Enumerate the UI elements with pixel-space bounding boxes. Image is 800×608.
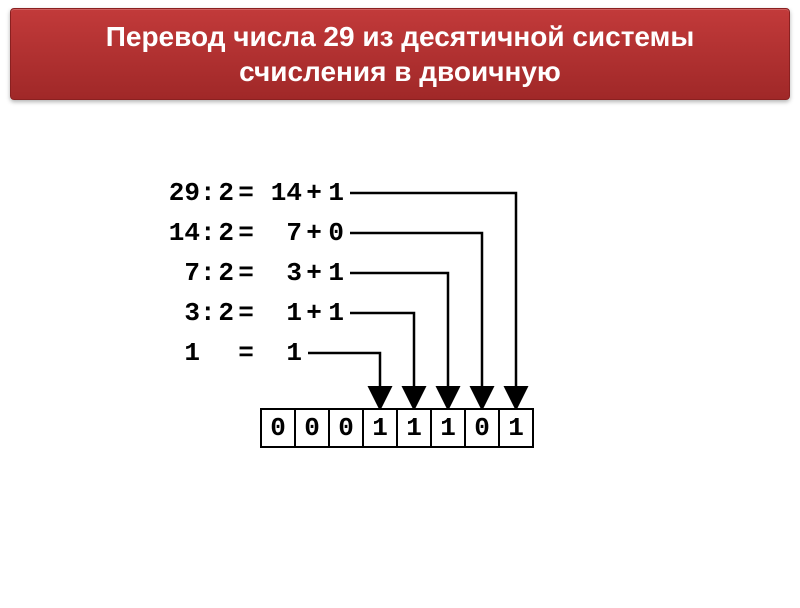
plus: + xyxy=(302,218,326,248)
colon: : xyxy=(200,218,214,248)
result-bit: 1 xyxy=(396,408,432,448)
remainder-arrow xyxy=(350,233,482,406)
equals: = xyxy=(234,258,258,288)
title-line-1: Перевод числа 29 из десятичной системы xyxy=(31,19,769,54)
dividend: 3 xyxy=(140,298,200,328)
plus: + xyxy=(302,178,326,208)
division-row: 14:2=7+0 xyxy=(140,218,344,248)
equals: = xyxy=(234,298,258,328)
remainder: 0 xyxy=(326,218,344,248)
equals: = xyxy=(234,338,258,368)
remainder: 1 xyxy=(326,258,344,288)
title-line-2: счисления в двоичную xyxy=(31,54,769,89)
colon: : xyxy=(200,258,214,288)
colon: : xyxy=(200,178,214,208)
remainder-arrow xyxy=(350,273,448,406)
remainder-arrow xyxy=(350,193,516,406)
dividend: 7 xyxy=(140,258,200,288)
division-row: 7:2=3+1 xyxy=(140,258,344,288)
quotient: 1 xyxy=(258,338,302,368)
result-bit-row: 00011101 xyxy=(260,408,534,448)
equals: = xyxy=(234,178,258,208)
division-row: 3:2=1+1 xyxy=(140,298,344,328)
remainder-arrow xyxy=(350,313,414,406)
result-bit: 0 xyxy=(328,408,364,448)
equals: = xyxy=(234,218,258,248)
dividend: 29 xyxy=(140,178,200,208)
divisor: 2 xyxy=(214,298,234,328)
plus: + xyxy=(302,298,326,328)
quotient: 14 xyxy=(258,178,302,208)
result-bit: 0 xyxy=(260,408,296,448)
result-bit: 0 xyxy=(464,408,500,448)
conversion-diagram: 29:2=14+114:2=7+07:2=3+13:2=1+11 =100011… xyxy=(140,178,660,558)
divisor: 2 xyxy=(214,178,234,208)
dividend: 14 xyxy=(140,218,200,248)
dividend: 1 xyxy=(140,338,200,368)
division-row: 29:2=14+1 xyxy=(140,178,344,208)
title-banner: Перевод числа 29 из десятичной системы с… xyxy=(10,8,790,100)
quotient: 7 xyxy=(258,218,302,248)
result-bit: 1 xyxy=(362,408,398,448)
remainder: 1 xyxy=(326,178,344,208)
result-bit: 1 xyxy=(430,408,466,448)
division-row: 1 =1 xyxy=(140,338,302,368)
plus: + xyxy=(302,258,326,288)
result-bit: 0 xyxy=(294,408,330,448)
colon: : xyxy=(200,298,214,328)
quotient: 1 xyxy=(258,298,302,328)
divisor: 2 xyxy=(214,218,234,248)
remainder: 1 xyxy=(326,298,344,328)
result-bit: 1 xyxy=(498,408,534,448)
divisor: 2 xyxy=(214,258,234,288)
remainder-arrow xyxy=(308,353,380,406)
quotient: 3 xyxy=(258,258,302,288)
